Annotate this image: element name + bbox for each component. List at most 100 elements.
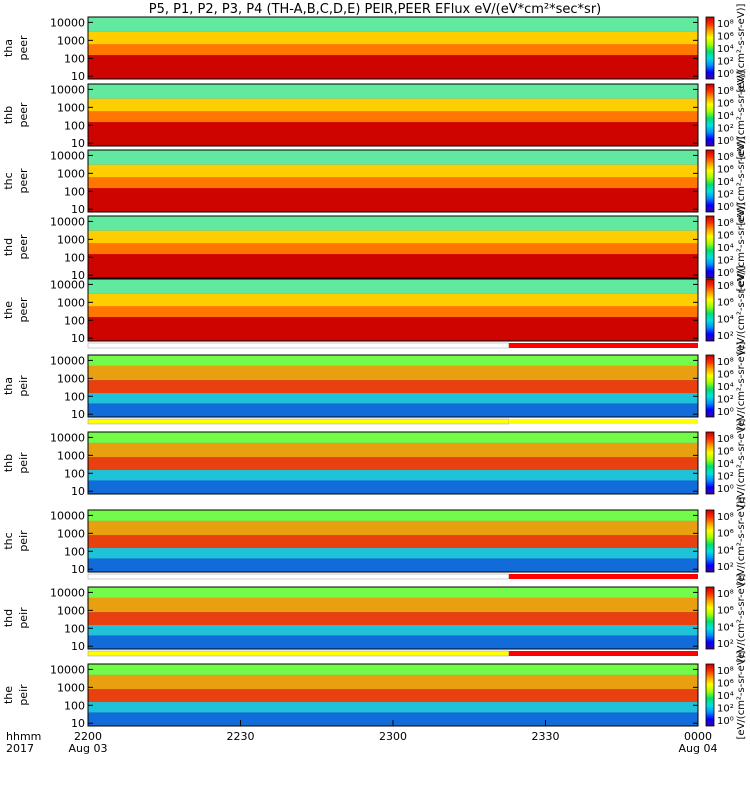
colorbar-tick-label: 10⁴ bbox=[717, 382, 734, 393]
colorbar-unit-label: [eV/(cm²-s-sr-eV)] bbox=[736, 650, 747, 739]
y-tick-label: 100 bbox=[64, 52, 85, 65]
colorbar-tick-label: 10⁶ bbox=[717, 298, 734, 309]
quality-bar bbox=[87, 342, 510, 349]
energy-band bbox=[88, 558, 698, 572]
energy-band bbox=[88, 403, 698, 417]
panel-frame bbox=[87, 83, 699, 147]
energy-band bbox=[88, 17, 698, 32]
colorbar bbox=[705, 431, 715, 495]
colorbar-tick-label: 10⁴ bbox=[717, 111, 734, 122]
probe-label: thb bbox=[2, 106, 15, 124]
x-tick-label: 2200 bbox=[74, 730, 102, 743]
x-tick-label: 2330 bbox=[532, 730, 560, 743]
y-tick-label: 10 bbox=[71, 137, 85, 150]
colorbar-tick-label: 10⁰ bbox=[717, 484, 734, 495]
energy-band bbox=[88, 470, 698, 481]
colorbar-tick-label: 10⁸ bbox=[717, 281, 734, 292]
colorbar-tick-label: 10² bbox=[717, 256, 734, 267]
panel-frame bbox=[87, 149, 699, 213]
colorbar-tick-label: 10⁰ bbox=[717, 407, 734, 418]
y-tick-label: 1000 bbox=[57, 372, 85, 385]
colorbar-tick-label: 10² bbox=[717, 639, 734, 650]
energy-band bbox=[88, 317, 698, 341]
energy-band bbox=[88, 520, 698, 536]
colorbar-tick-label: 10² bbox=[717, 331, 734, 342]
colorbar bbox=[705, 509, 715, 573]
probe-label: thd bbox=[2, 238, 15, 256]
colorbar-tick-label: 10² bbox=[717, 57, 734, 68]
y-tick-label: 100 bbox=[64, 622, 85, 635]
species-label: peir bbox=[17, 684, 30, 706]
y-tick-label: 10000 bbox=[50, 354, 85, 367]
energy-band bbox=[88, 587, 698, 598]
colorbar-tick-label: 10² bbox=[717, 472, 734, 483]
colorbar-tick-label: 10² bbox=[717, 190, 734, 201]
energy-band bbox=[88, 279, 698, 294]
panel-frame bbox=[87, 16, 699, 80]
energy-band bbox=[88, 457, 698, 471]
y-tick-label: 10 bbox=[71, 640, 85, 653]
colorbar-tick-label: 10⁶ bbox=[717, 606, 734, 617]
probe-label: tha bbox=[2, 39, 15, 57]
x-date-label: Aug 04 bbox=[679, 742, 718, 755]
probe-label: thc bbox=[2, 532, 15, 549]
energy-band bbox=[88, 432, 698, 443]
energy-band bbox=[88, 635, 698, 649]
energy-band bbox=[88, 98, 698, 112]
colorbar-tick-label: 10⁶ bbox=[717, 370, 734, 381]
energy-band bbox=[88, 44, 698, 56]
x-tick-label: 2230 bbox=[227, 730, 255, 743]
species-label: peer bbox=[17, 168, 30, 194]
y-tick-label: 1000 bbox=[57, 167, 85, 180]
quality-bar bbox=[87, 650, 510, 657]
quality-bar bbox=[87, 418, 510, 425]
y-tick-label: 1000 bbox=[57, 604, 85, 617]
y-tick-label: 1000 bbox=[57, 527, 85, 540]
energy-band bbox=[88, 306, 698, 318]
energy-band bbox=[88, 230, 698, 244]
energy-band bbox=[88, 393, 698, 404]
energy-band bbox=[88, 365, 698, 381]
y-tick-label: 100 bbox=[64, 699, 85, 712]
colorbar-tick-label: 10⁰ bbox=[717, 69, 734, 80]
energy-band bbox=[88, 442, 698, 458]
colorbar-unit-label: [eV/(cm²-s-sr-eV)] bbox=[736, 202, 747, 291]
probe-label: thc bbox=[2, 172, 15, 189]
energy-band bbox=[88, 548, 698, 559]
y-tick-label: 10 bbox=[71, 485, 85, 498]
quality-bar bbox=[508, 419, 698, 424]
colorbar-tick-label: 10⁸ bbox=[717, 19, 734, 30]
probe-label: thd bbox=[2, 609, 15, 627]
colorbar-tick-label: 10⁸ bbox=[717, 152, 734, 163]
quality-bar bbox=[508, 574, 698, 579]
energy-band bbox=[88, 535, 698, 549]
colorbar bbox=[705, 586, 715, 650]
y-tick-label: 10000 bbox=[50, 278, 85, 291]
y-tick-label: 1000 bbox=[57, 681, 85, 694]
energy-band bbox=[88, 254, 698, 278]
energy-band bbox=[88, 164, 698, 178]
y-tick-label: 100 bbox=[64, 467, 85, 480]
colorbar-tick-label: 10⁰ bbox=[717, 136, 734, 147]
colorbar-tick-label: 10² bbox=[717, 395, 734, 406]
quality-bar bbox=[508, 343, 698, 348]
colorbar bbox=[705, 354, 715, 418]
species-label: peir bbox=[17, 607, 30, 629]
colorbar-unit-label: [eV/(cm²-s-sr-eV)] bbox=[736, 418, 747, 507]
colorbar bbox=[705, 278, 715, 342]
probe-label: the bbox=[2, 686, 15, 704]
plot-title: P5, P1, P2, P3, P4 (TH-A,B,C,D,E) PEIR,P… bbox=[148, 2, 602, 17]
probe-label: the bbox=[2, 301, 15, 319]
y-tick-label: 1000 bbox=[57, 296, 85, 309]
colorbar-tick-label: 10⁴ bbox=[717, 691, 734, 702]
colorbar-tick-label: 10⁸ bbox=[717, 512, 734, 523]
y-tick-label: 10000 bbox=[50, 16, 85, 29]
y-tick-label: 1000 bbox=[57, 101, 85, 114]
colorbar-unit-label: [eV/(cm²-s-sr-eV)] bbox=[736, 265, 747, 354]
energy-band bbox=[88, 510, 698, 521]
